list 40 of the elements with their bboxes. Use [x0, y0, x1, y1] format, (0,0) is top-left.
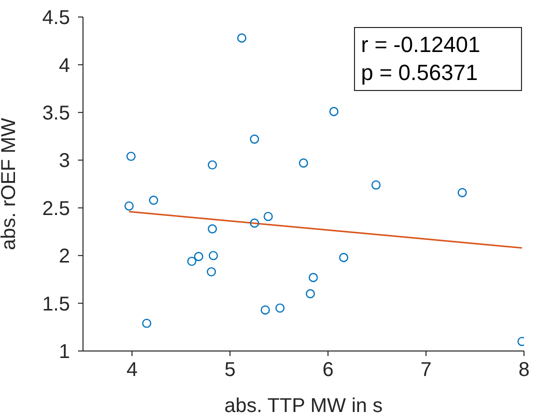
y-tick-label: 4.5: [42, 7, 70, 30]
point: [206, 267, 216, 276]
point: [260, 305, 270, 315]
point: [250, 134, 260, 144]
point: [124, 201, 134, 211]
point: [194, 252, 204, 262]
annotation: p = 0.56371: [361, 59, 479, 87]
point: [126, 152, 136, 161]
annotation: r = -0.12401: [361, 31, 482, 59]
x-tick-label: 4: [126, 359, 138, 382]
point: [208, 224, 217, 234]
point: [275, 303, 285, 313]
point: [142, 318, 152, 328]
point: [306, 289, 315, 298]
point: [148, 196, 158, 205]
x-tick-label: 5: [224, 359, 236, 382]
point: [339, 252, 348, 262]
point: [187, 256, 196, 266]
point: [208, 160, 217, 170]
point: [237, 33, 246, 43]
y-tick-label: 1.5: [42, 293, 70, 316]
point: [208, 250, 218, 260]
y-tick-label: 3.5: [42, 102, 70, 125]
x-axis-title: abs. TTP MW in s: [224, 395, 383, 417]
x-tick-label: 8: [518, 359, 530, 382]
y-tick-label: 1: [58, 341, 70, 364]
y-tick-label: 2.5: [42, 198, 70, 220]
point: [298, 158, 308, 168]
x-tick-label: 6: [322, 359, 334, 382]
point: [371, 180, 381, 190]
point: [250, 218, 260, 228]
y-tick-label: 4: [58, 54, 70, 77]
y-axis-title: abs. rOEF MW: [0, 118, 20, 250]
x-tick-label: 7: [420, 359, 432, 382]
y-tick-label: 2: [58, 246, 70, 268]
point: [458, 188, 467, 198]
point: [329, 106, 338, 116]
y-tick-label: 3: [58, 150, 70, 172]
point: [264, 212, 273, 222]
point: [308, 272, 318, 282]
